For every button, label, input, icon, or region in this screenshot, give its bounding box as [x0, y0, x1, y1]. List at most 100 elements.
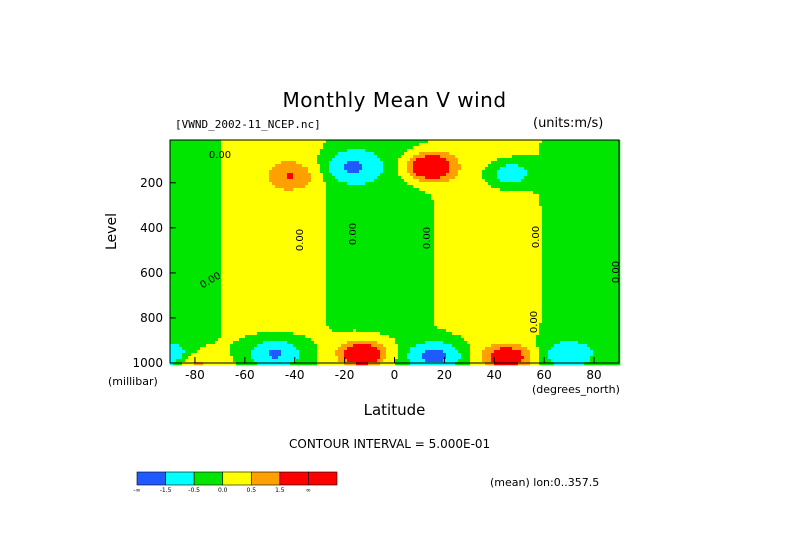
field-cell [248, 341, 252, 345]
field-cell [323, 161, 327, 165]
field-cell [215, 257, 219, 261]
field-cell [227, 290, 231, 294]
field-cell [263, 302, 267, 306]
field-cell [302, 146, 306, 150]
field-cell [302, 254, 306, 258]
field-cell [212, 287, 216, 291]
field-cell [185, 227, 189, 231]
field-cell [323, 242, 327, 246]
field-cell [344, 173, 348, 177]
field-cell [278, 158, 282, 162]
field-cell [251, 149, 255, 153]
field-cell [263, 188, 267, 192]
field-cell [365, 170, 369, 174]
field-cell [314, 362, 318, 366]
field-cell [257, 296, 261, 300]
field-cell [353, 326, 357, 330]
field-cell [323, 188, 327, 192]
field-cell [209, 341, 213, 345]
field-cell [353, 248, 357, 252]
field-cell [227, 242, 231, 246]
field-cell [332, 329, 336, 333]
field-cell [350, 179, 354, 183]
field-cell [290, 335, 294, 339]
field-cell [272, 230, 276, 234]
field-cell [311, 158, 315, 162]
field-cell [209, 287, 213, 291]
field-cell [200, 188, 204, 192]
field-cell [194, 236, 198, 240]
field-cell [347, 266, 351, 270]
field-cell [329, 167, 333, 171]
field-cell [236, 281, 240, 285]
field-cell [230, 188, 234, 192]
field-cell [335, 362, 339, 366]
field-cell [284, 170, 288, 174]
field-cell [221, 341, 225, 345]
field-cell [296, 257, 300, 261]
field-cell [344, 227, 348, 231]
field-cell [206, 278, 210, 282]
field-cell [179, 233, 183, 237]
field-cell [230, 281, 234, 285]
field-cell [236, 284, 240, 288]
field-cell [308, 254, 312, 258]
field-cell [239, 176, 243, 180]
field-cell [365, 248, 369, 252]
field-cell [209, 230, 213, 234]
field-cell [302, 224, 306, 228]
field-cell [302, 335, 306, 339]
field-cell [329, 227, 333, 231]
field-cell [311, 311, 315, 315]
field-cell [254, 326, 258, 330]
field-cell [338, 176, 342, 180]
field-cell [281, 260, 285, 264]
field-cell [368, 236, 372, 240]
field-cell [302, 227, 306, 231]
field-cell [359, 263, 363, 267]
field-cell [197, 362, 201, 366]
field-cell [368, 170, 372, 174]
field-cell [278, 314, 282, 318]
field-cell [362, 245, 366, 249]
field-cell [215, 170, 219, 174]
field-cell [179, 320, 183, 324]
field-cell [362, 230, 366, 234]
field-cell [227, 287, 231, 291]
field-cell [170, 149, 174, 153]
field-cell [170, 362, 174, 366]
field-cell [335, 344, 339, 348]
field-cell [263, 284, 267, 288]
field-cell [263, 233, 267, 237]
field-cell [323, 191, 327, 195]
field-cell [299, 233, 303, 237]
field-cell [296, 239, 300, 243]
field-cell [230, 254, 234, 258]
field-cell [212, 188, 216, 192]
field-cell [173, 158, 177, 162]
field-cell [227, 278, 231, 282]
field-cell [260, 194, 264, 198]
field-cell [275, 293, 279, 297]
field-cell [287, 167, 291, 171]
field-cell [356, 230, 360, 234]
field-cell [311, 224, 315, 228]
field-cell [173, 275, 177, 279]
field-cell [326, 242, 330, 246]
field-cell [275, 221, 279, 225]
field-cell [218, 215, 222, 219]
field-cell [353, 350, 357, 354]
field-cell [254, 272, 258, 276]
field-cell [182, 251, 186, 255]
field-cell [266, 140, 270, 144]
field-cell [263, 164, 267, 168]
field-cell [170, 293, 174, 297]
field-cell [293, 173, 297, 177]
field-cell [170, 224, 174, 228]
field-cell [341, 335, 345, 339]
field-cell [368, 206, 372, 210]
field-cell [335, 254, 339, 258]
field-cell [362, 359, 366, 363]
field-cell [332, 257, 336, 261]
field-cell [254, 179, 258, 183]
